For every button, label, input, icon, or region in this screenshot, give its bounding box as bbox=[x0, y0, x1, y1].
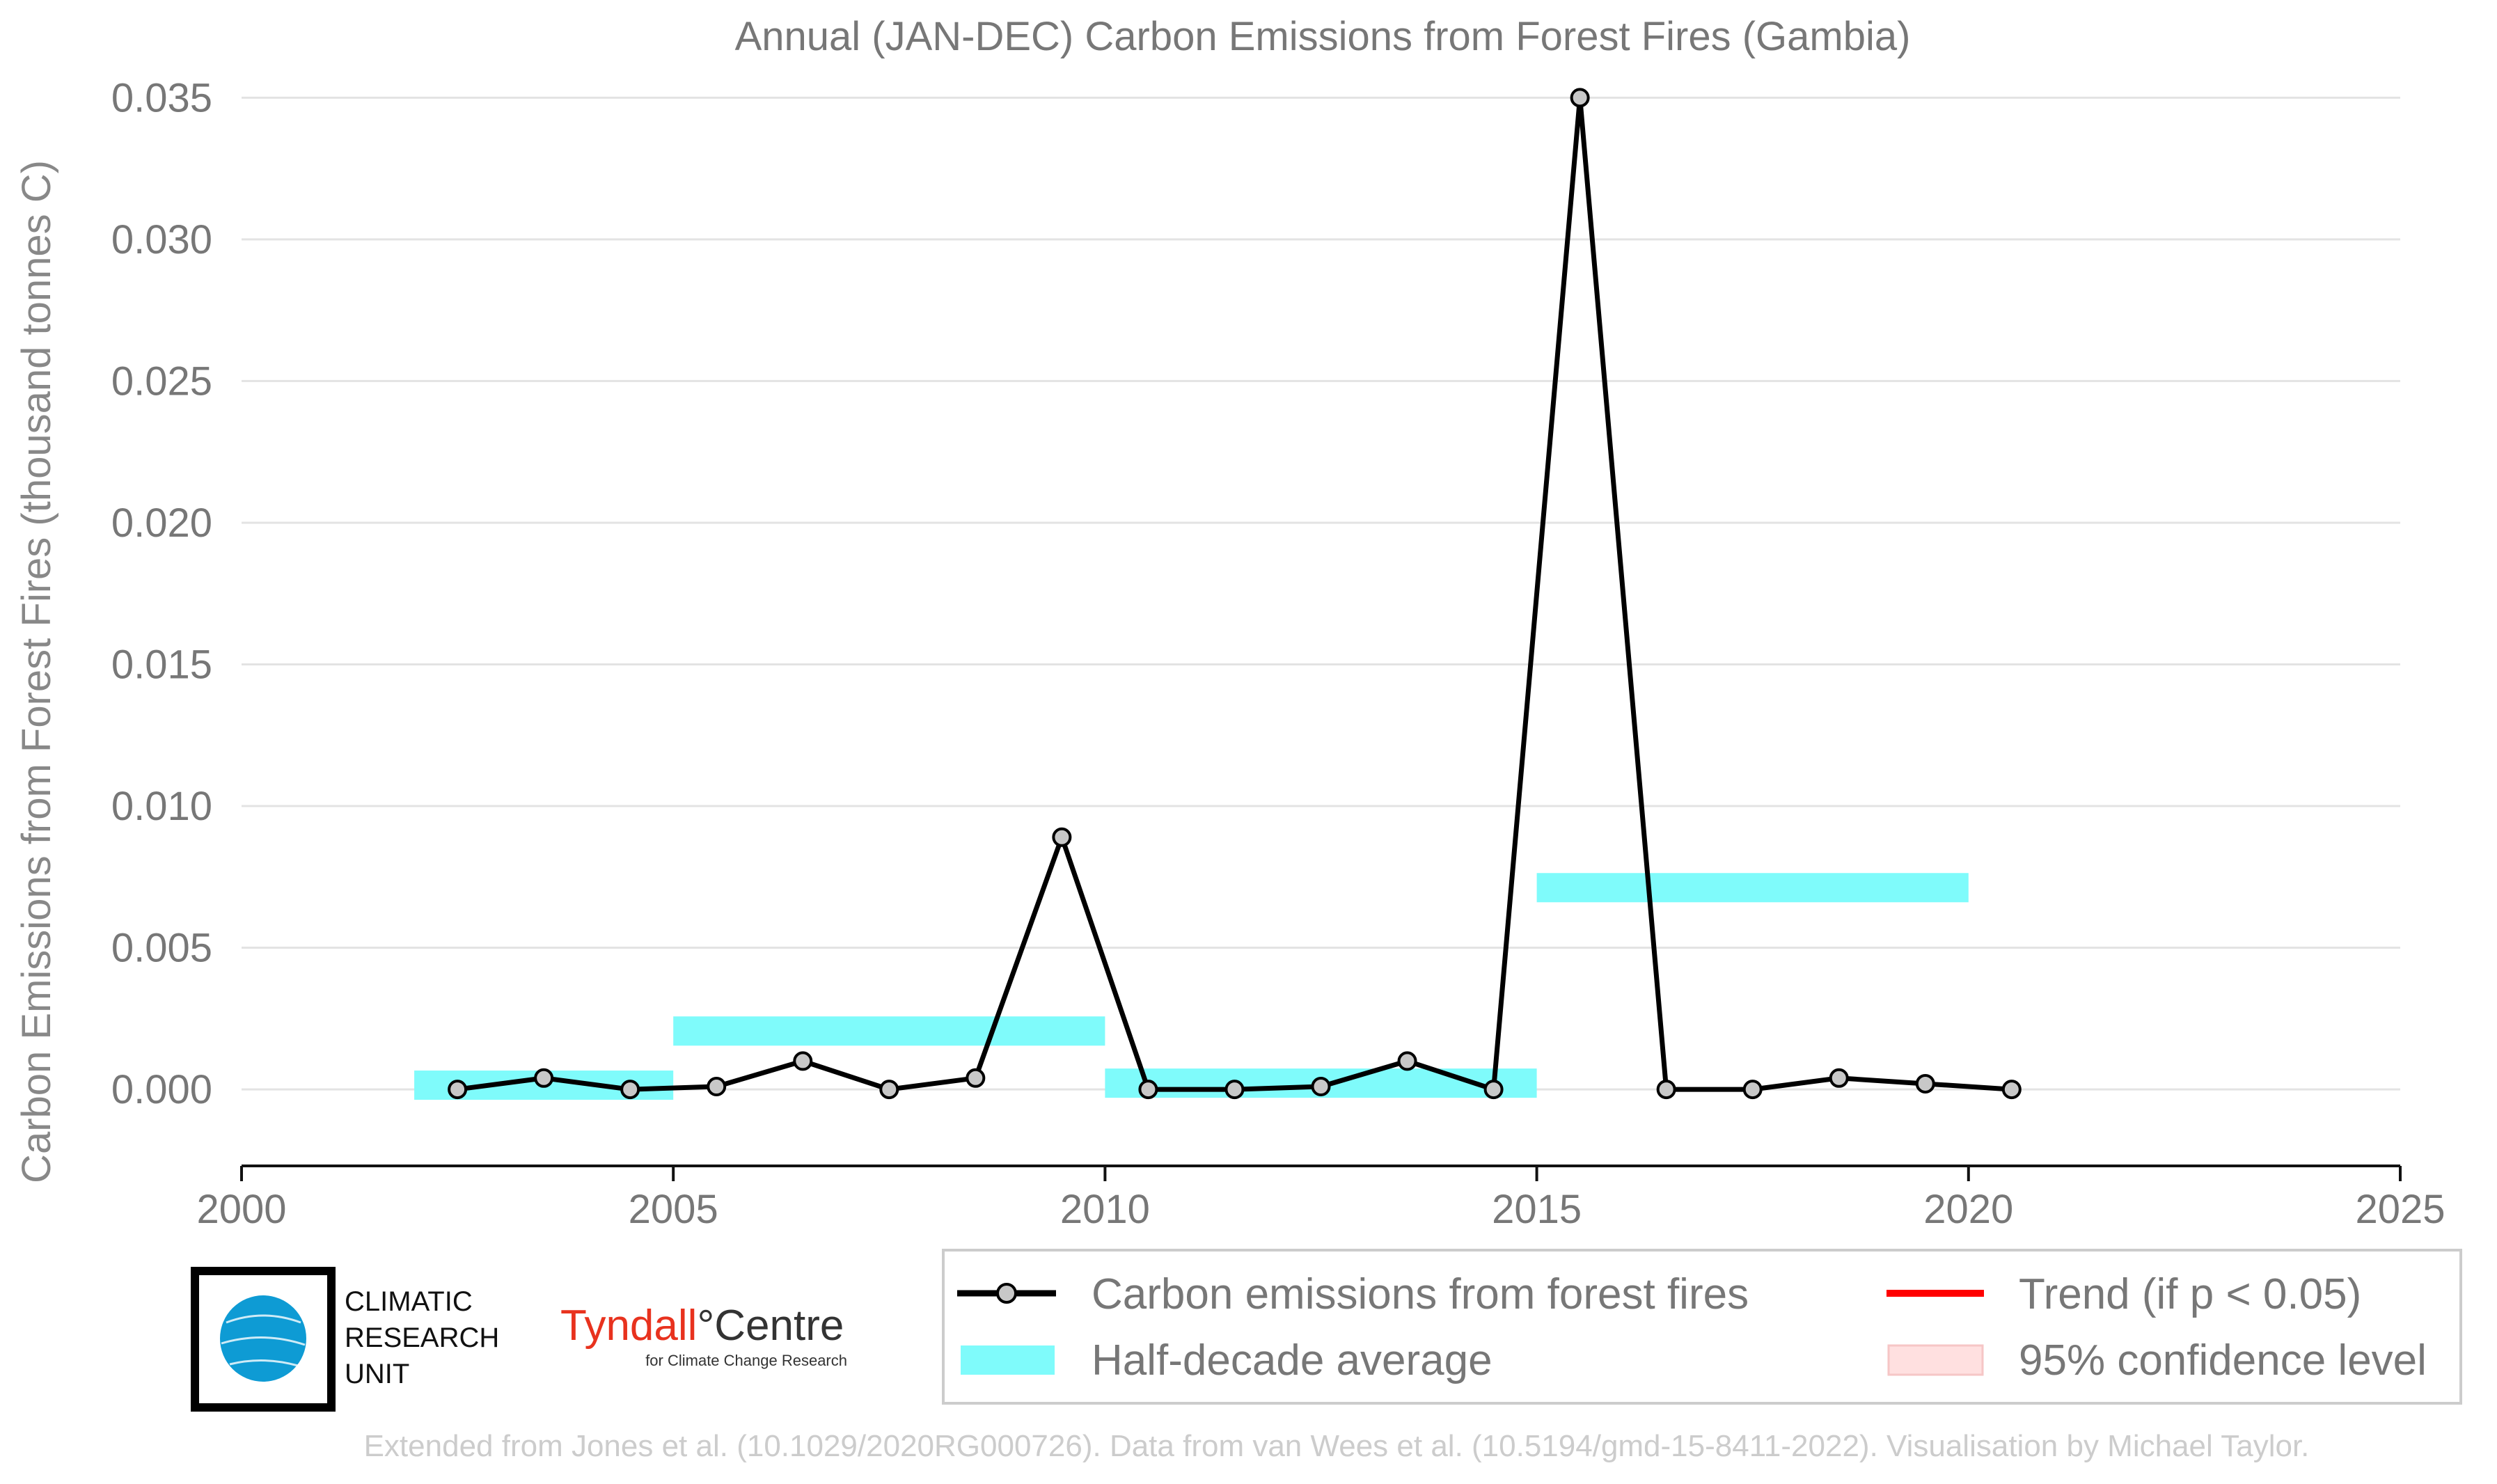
x-tick-label: 2000 bbox=[196, 1187, 286, 1232]
data-point bbox=[448, 1080, 468, 1100]
chart-title: Annual (JAN-DEC) Carbon Emissions from F… bbox=[735, 14, 1911, 59]
legend-label-confidence: 95% confidence level bbox=[2019, 1336, 2427, 1384]
cru-line-2: RESEARCH bbox=[345, 1323, 499, 1353]
x-tick-label: 2010 bbox=[1060, 1187, 1150, 1232]
y-tick-label: 0.035 bbox=[111, 75, 212, 120]
data-point bbox=[1829, 1068, 1849, 1088]
y-tick-label: 0.020 bbox=[111, 500, 212, 546]
tyndall-centre: Centre bbox=[714, 1302, 844, 1350]
data-point bbox=[1397, 1051, 1417, 1071]
data-point bbox=[879, 1080, 899, 1100]
cru-bracket-left bbox=[191, 1267, 290, 1412]
cru-line-1: CLIMATIC bbox=[345, 1286, 473, 1317]
tyndall-degree: ° bbox=[697, 1302, 714, 1350]
data-point bbox=[1052, 827, 1072, 847]
x-tick-label: 2020 bbox=[1923, 1187, 2013, 1232]
tyndall-subtitle: for Climate Change Research bbox=[645, 1352, 847, 1369]
y-tick-label: 0.000 bbox=[111, 1067, 212, 1112]
x-tick-label: 2015 bbox=[1492, 1187, 1582, 1232]
legend-box bbox=[942, 1249, 2462, 1405]
data-point bbox=[620, 1080, 640, 1100]
half-decade-bands bbox=[414, 873, 1969, 1100]
data-point bbox=[1915, 1073, 1935, 1094]
half-decade-bar bbox=[673, 1016, 1105, 1046]
data-point bbox=[793, 1051, 813, 1071]
grid-lines bbox=[242, 96, 2400, 1091]
tyndall-logo: Tyndall°Centre for Climate Change Resear… bbox=[560, 1302, 847, 1369]
y-tick-label: 0.010 bbox=[111, 784, 212, 829]
y-tick-label: 0.015 bbox=[111, 642, 212, 687]
tyndall-wordmark: Tyndall°Centre bbox=[560, 1302, 844, 1350]
y-tick-label: 0.025 bbox=[111, 358, 212, 404]
x-axis: 2000 2005 2010 2015 2020 2025 bbox=[196, 1165, 2445, 1232]
x-tick-label: 2005 bbox=[629, 1187, 718, 1232]
legend-label-emissions: Carbon emissions from forest fires bbox=[1092, 1270, 1749, 1318]
legend-swatch-confidence bbox=[1887, 1344, 1984, 1376]
legend-label-half-decade: Half-decade average bbox=[1092, 1336, 1492, 1384]
data-point bbox=[707, 1077, 727, 1097]
y-tick-label: 0.005 bbox=[111, 926, 212, 971]
footer-credit: Extended from Jones et al. (10.1029/2020… bbox=[364, 1429, 2310, 1463]
y-tick-label: 0.030 bbox=[111, 217, 212, 262]
half-decade-bar bbox=[1536, 873, 1969, 903]
data-point bbox=[1311, 1077, 1331, 1097]
legend-swatch-half-decade bbox=[961, 1345, 1055, 1375]
data-point bbox=[1742, 1080, 1763, 1100]
x-tick-label: 2025 bbox=[2355, 1187, 2445, 1232]
cru-line-3: UNIT bbox=[345, 1359, 409, 1389]
y-tick-labels: 0.000 0.005 0.010 0.015 0.020 0.025 0.030 0.035 bbox=[111, 75, 212, 1112]
legend-label-trend: Trend (if p < 0.05) bbox=[2019, 1270, 2361, 1318]
globe-lines-icon bbox=[221, 1314, 306, 1367]
data-point bbox=[1483, 1080, 1504, 1100]
data-point bbox=[534, 1068, 554, 1088]
cru-bracket-right bbox=[240, 1267, 336, 1412]
data-point bbox=[1656, 1080, 1676, 1100]
legend: Carbon emissions from forest fires Half-… bbox=[942, 1249, 2462, 1405]
cru-logo: CLIMATIC RESEARCH UNIT bbox=[191, 1267, 499, 1412]
tyndall-name: Tyndall bbox=[560, 1302, 697, 1350]
data-point bbox=[1138, 1080, 1158, 1100]
series-line bbox=[457, 97, 2012, 1093]
y-axis-label: Carbon Emissions from Forest Fires (thou… bbox=[14, 160, 59, 1183]
data-point bbox=[2001, 1080, 2022, 1100]
data-point bbox=[1570, 88, 1590, 108]
series-group bbox=[448, 88, 2022, 1100]
data-point bbox=[1224, 1080, 1245, 1100]
data-point bbox=[966, 1068, 986, 1088]
legend-marker-icon bbox=[996, 1283, 1017, 1304]
